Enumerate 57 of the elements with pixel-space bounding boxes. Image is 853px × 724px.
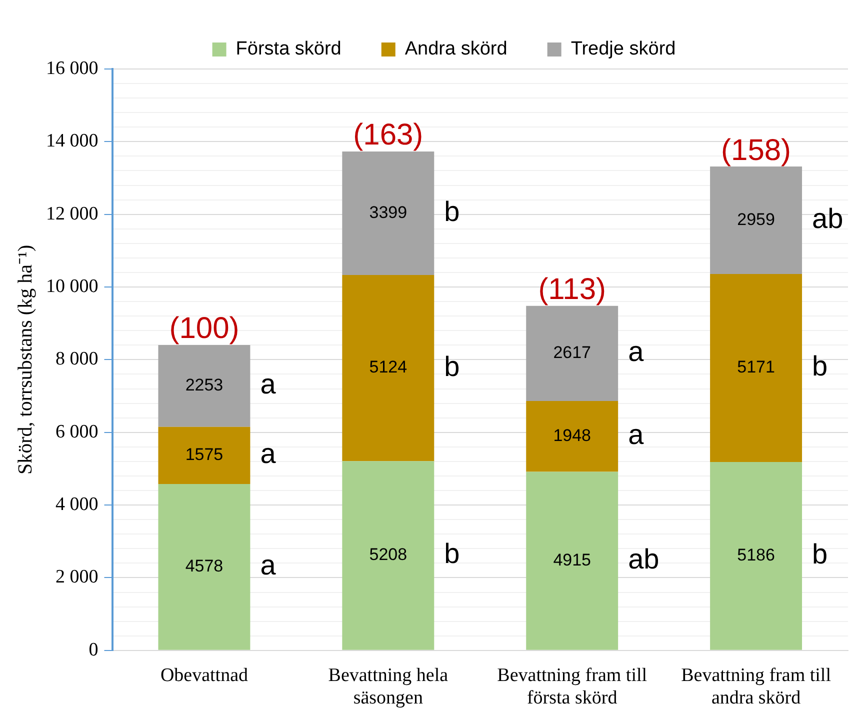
y-tick-label: 10 000: [46, 276, 98, 298]
data-label: 1575: [185, 445, 224, 464]
legend-label: Första skörd: [236, 38, 342, 60]
annotation: b: [444, 196, 460, 227]
bar: [526, 472, 618, 650]
annotation: (100): [169, 312, 240, 346]
annotation: (158): [721, 134, 792, 167]
annotation: a: [628, 336, 644, 368]
bar: [342, 274, 434, 462]
legend-label: Andra skörd: [404, 38, 508, 60]
data-label: 2959: [737, 210, 775, 229]
x-tick-label: Bevattning hela säsongen: [328, 664, 449, 709]
data-label: 4578: [185, 556, 224, 576]
legend-label: Tredje skörd: [570, 38, 676, 60]
annotation: (163): [353, 118, 424, 152]
data-label: 2253: [185, 376, 224, 395]
y-axis-title: Skörd, torrsubstans (kg ha⁻¹): [14, 244, 36, 475]
data-label: 4915: [553, 550, 592, 570]
bar: [526, 306, 618, 402]
annotation: a: [260, 438, 276, 470]
annotation: b: [812, 350, 828, 382]
data-label: 3399: [369, 202, 408, 222]
data-label: 5208: [369, 545, 408, 564]
bar: [710, 166, 802, 274]
bar: [710, 462, 802, 650]
annotation: b: [444, 538, 460, 570]
bar: [158, 426, 250, 484]
bar: [158, 484, 250, 650]
y-tick-label: 14 000: [46, 130, 98, 152]
annotation: (113): [538, 273, 606, 306]
x-tick-label: Bevattning fram till andra skörd: [681, 664, 831, 709]
bar: [342, 461, 434, 650]
bar: [342, 151, 434, 275]
annotation: ab: [812, 203, 844, 234]
annotation: b: [812, 538, 828, 570]
data-label: 5186: [737, 546, 775, 565]
x-tick-label: Obevattnad: [160, 664, 249, 686]
annotation: b: [444, 350, 460, 382]
y-tick-label: 4 000: [56, 494, 98, 516]
data-label: 2617: [553, 343, 592, 362]
annotation: a: [260, 550, 276, 581]
x-tick-label: Bevattning fram till första skörd: [497, 664, 648, 709]
y-tick-label: 12 000: [46, 203, 98, 224]
bar: [710, 274, 802, 462]
annotation: a: [628, 419, 644, 450]
y-tick-label: 2 000: [56, 566, 98, 588]
bar: [526, 401, 618, 472]
y-tick-label: 6 000: [56, 421, 98, 442]
y-tick-label: 8 000: [56, 348, 98, 370]
y-tick-label: 16 000: [46, 58, 98, 79]
data-label: 5124: [369, 358, 408, 377]
data-label: 5171: [737, 358, 775, 377]
y-tick-label: 0: [88, 639, 98, 660]
bar: [158, 344, 250, 427]
data-label: 1948: [553, 426, 592, 446]
annotation: a: [260, 368, 276, 400]
annotation: ab: [628, 544, 660, 575]
